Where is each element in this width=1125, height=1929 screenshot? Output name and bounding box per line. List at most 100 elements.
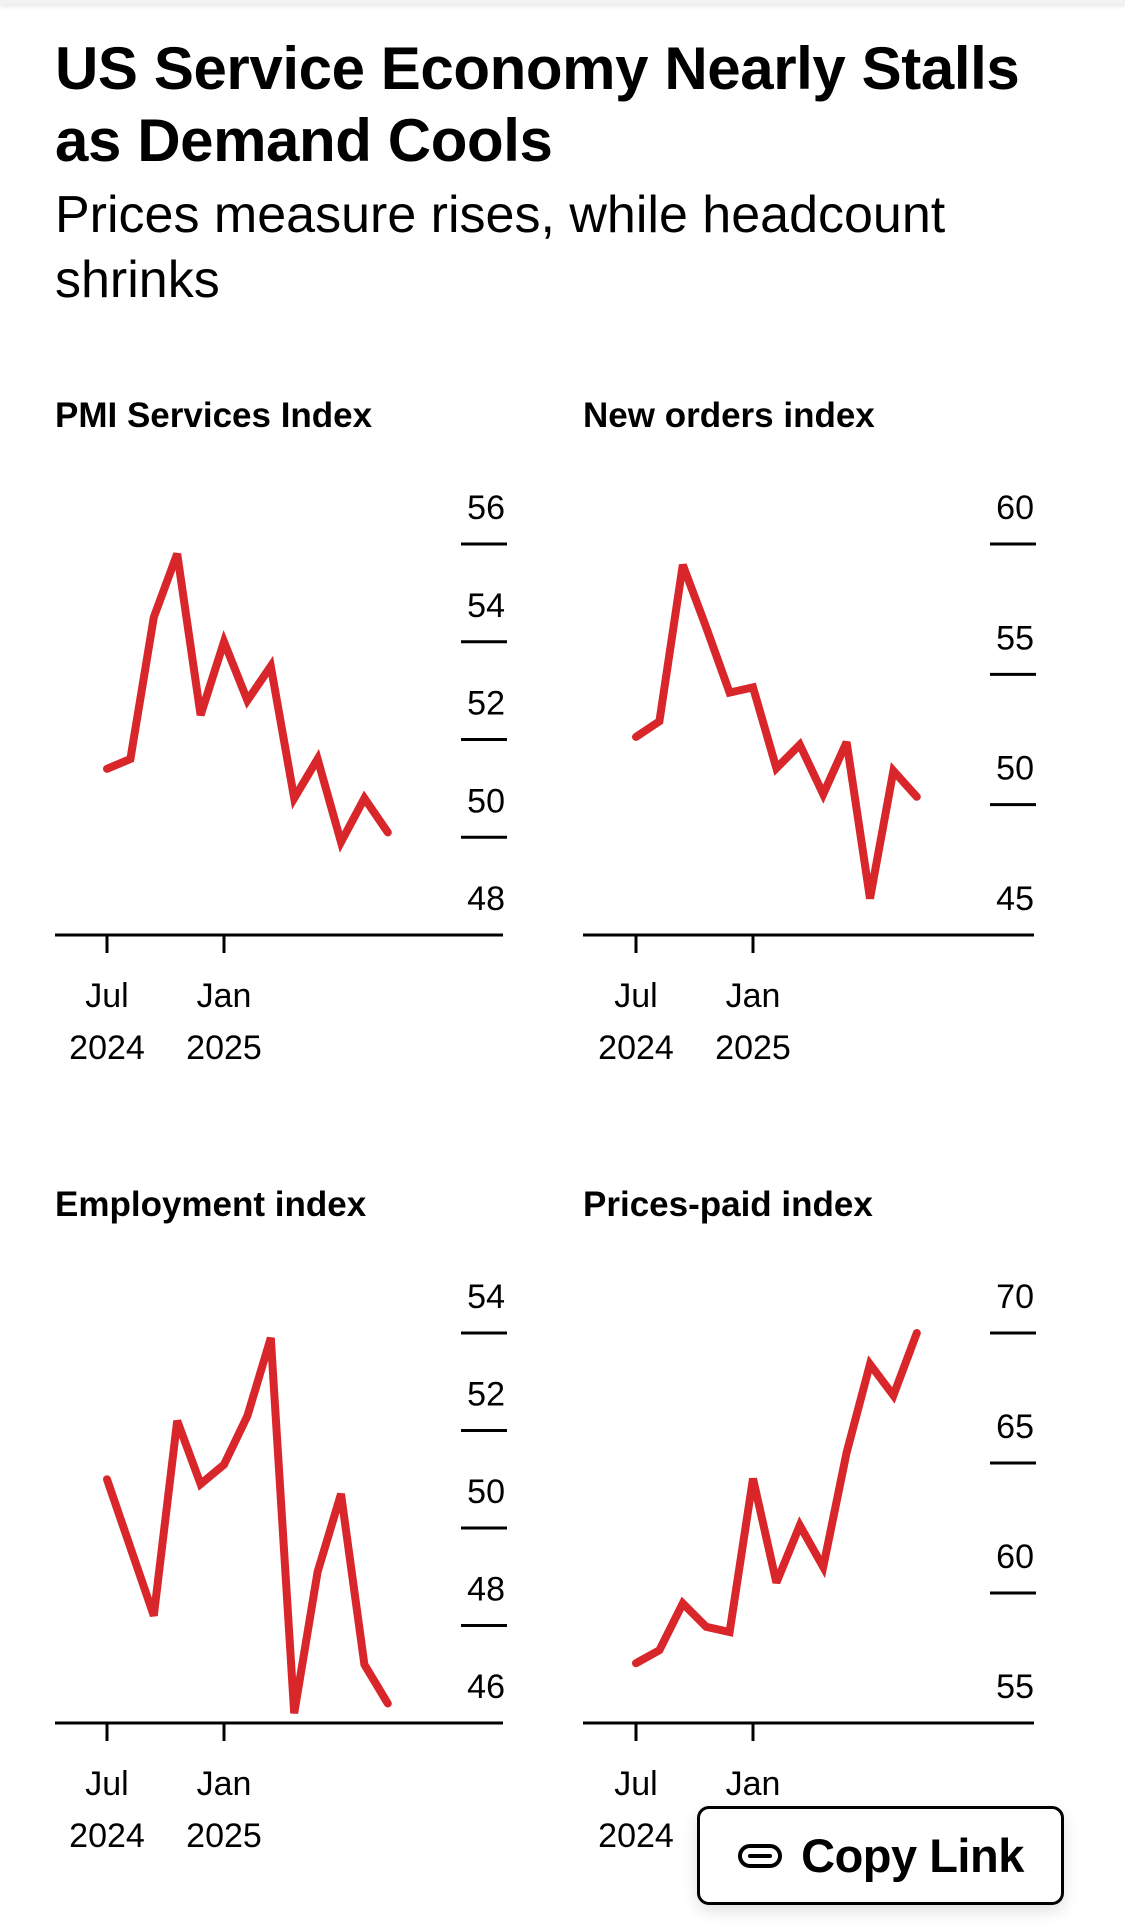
data-point	[267, 662, 275, 670]
chart-title: New orders index	[583, 396, 875, 435]
data-point	[655, 717, 663, 725]
x-tick-label-month: Jan	[726, 977, 781, 1015]
data-point	[150, 613, 158, 621]
data-point	[889, 767, 897, 775]
chart-panel-employment: Employment index 54 52 50 48 46 Jul 2024 Jan 2025	[55, 1185, 507, 1855]
data-point	[702, 623, 710, 631]
data-point	[290, 1709, 298, 1717]
x-tick-label-year: 2025	[715, 1029, 791, 1067]
data-point	[103, 765, 111, 773]
data-point	[749, 683, 757, 691]
data-point	[337, 1490, 345, 1498]
y-tick-label: 50	[467, 1473, 505, 1511]
data-point	[314, 1568, 322, 1576]
data-point	[889, 1391, 897, 1399]
data-point	[772, 1579, 780, 1587]
y-tick-label: 50	[467, 782, 505, 820]
x-tick-label-month: Jan	[197, 1765, 252, 1803]
y-tick-label: 70	[996, 1278, 1034, 1316]
data-point	[150, 1612, 158, 1620]
data-point	[197, 1480, 205, 1488]
data-point	[197, 711, 205, 719]
data-point	[173, 1417, 181, 1425]
data-point	[220, 638, 228, 646]
data-point	[702, 1623, 710, 1631]
data-point	[913, 1329, 921, 1337]
data-point	[290, 794, 298, 802]
top-bar-shadow	[0, 0, 1125, 4]
link-icon	[738, 1843, 783, 1868]
x-tick-label-month: Jan	[197, 977, 252, 1015]
y-tick-label: 52	[467, 685, 505, 723]
data-point	[360, 794, 368, 802]
subheadline: Prices measure rises, while headcount sh…	[55, 186, 946, 309]
data-point	[220, 1461, 228, 1469]
data-point	[796, 741, 804, 749]
data-point	[360, 1661, 368, 1669]
series-line-pmi-services	[103, 552, 392, 853]
data-point	[726, 1628, 734, 1636]
y-tick-label: 65	[996, 1408, 1034, 1446]
x-tick-label-year: 2025	[186, 1817, 262, 1855]
x-tick-label-month: Jul	[614, 977, 657, 1015]
y-tick-label: 54	[467, 587, 505, 625]
copy-link-button[interactable]: Copy Link	[697, 1806, 1064, 1905]
y-tick-label: 55	[996, 619, 1034, 657]
x-tick-label-year: 2024	[598, 1817, 674, 1855]
x-tick-label-year: 2024	[69, 1029, 145, 1067]
x-tick-label-month: Jul	[85, 1765, 128, 1803]
data-point	[243, 1412, 251, 1420]
y-tick-label: 52	[467, 1376, 505, 1414]
y-tick-label: 60	[996, 1538, 1034, 1576]
chart-panel-prices-paid: Prices-paid index 70 65 60 55 Jul 2024 Jan	[583, 1185, 1036, 1855]
data-point	[632, 1659, 640, 1667]
data-point	[679, 1599, 687, 1607]
data-point	[337, 838, 345, 846]
data-point	[267, 1334, 275, 1342]
data-point	[866, 1360, 874, 1368]
data-point	[819, 1563, 827, 1571]
data-point	[632, 733, 640, 741]
data-point	[103, 1475, 111, 1483]
y-tick-label: 48	[467, 1571, 505, 1609]
x-tick-label-month: Jul	[614, 1765, 657, 1803]
data-point	[655, 1646, 663, 1654]
copy-link-label: Copy Link	[801, 1829, 1024, 1882]
series-line-employment	[103, 1336, 392, 1714]
chart-title: Employment index	[55, 1185, 367, 1224]
data-point	[726, 689, 734, 697]
data-point	[173, 550, 181, 558]
data-point	[126, 1544, 134, 1552]
y-tick-label: 55	[996, 1668, 1034, 1706]
series-line-prices-paid	[632, 1329, 921, 1668]
data-point	[314, 755, 322, 763]
chart-panel-new-orders: New orders index 60 55 50 45 Jul 2024 Jan 2025	[583, 396, 1036, 1067]
y-tick-label: 50	[996, 750, 1034, 788]
y-tick-label: 45	[996, 880, 1034, 918]
x-tick-label-month: Jan	[726, 1765, 781, 1803]
data-point	[843, 738, 851, 746]
y-tick-label: 60	[996, 489, 1034, 527]
data-point	[243, 696, 251, 704]
data-point	[384, 1700, 392, 1708]
data-point	[819, 790, 827, 798]
x-tick-label-year: 2024	[69, 1817, 145, 1855]
y-tick-label: 54	[467, 1278, 505, 1316]
data-point	[913, 793, 921, 801]
y-tick-label: 56	[467, 489, 505, 527]
chart-title: Prices-paid index	[583, 1185, 873, 1224]
data-point	[866, 895, 874, 903]
x-tick-label-month: Jul	[85, 977, 128, 1015]
data-point	[796, 1521, 804, 1529]
data-point	[749, 1475, 757, 1483]
chart-title: PMI Services Index	[55, 396, 373, 435]
data-point	[843, 1449, 851, 1457]
x-tick-label-year: 2025	[186, 1029, 262, 1067]
data-point	[126, 755, 134, 763]
series-line-new-orders	[632, 563, 921, 900]
chart-panel-pmi-services: PMI Services Index 56 54 52 50 48 Jul 2024 Jan 20…	[55, 396, 507, 1067]
y-tick-label: 46	[467, 1668, 505, 1706]
x-tick-label-year: 2024	[598, 1029, 674, 1067]
data-point	[679, 561, 687, 569]
